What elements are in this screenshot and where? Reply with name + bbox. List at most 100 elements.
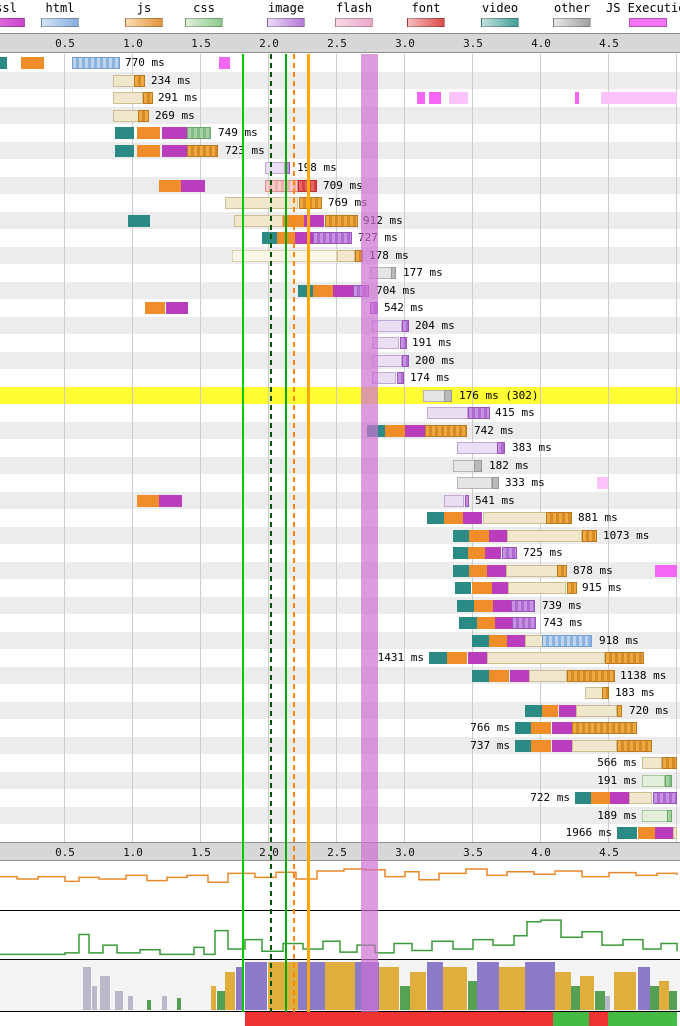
request-duration-label: 1966 ms: [565, 826, 612, 839]
activity-gold-segment: [268, 962, 298, 1010]
request-row[interactable]: 174 ms: [0, 369, 680, 387]
dns-segment: [455, 582, 471, 594]
request-row[interactable]: 737 ms: [0, 736, 680, 754]
legend-label: video: [481, 1, 519, 15]
request-row[interactable]: 1966 ms: [0, 824, 680, 842]
request-row[interactable]: 742 ms: [0, 421, 680, 439]
legend-item-video: video: [474, 1, 526, 27]
js-swatch: [125, 18, 163, 27]
request-row[interactable]: 333 ms: [0, 474, 680, 492]
js-segment: [582, 529, 597, 542]
legend-item-js: js: [120, 1, 168, 27]
request-duration-label: 541 ms: [475, 493, 515, 507]
request-row[interactable]: 722 ms: [0, 789, 680, 807]
jsexec-light-segment: [449, 92, 468, 104]
img-wait-segment: [444, 494, 464, 507]
request-row[interactable]: 881 ms: [0, 509, 680, 527]
js-wait-segment: [487, 652, 605, 664]
request-row[interactable]: 720 ms: [0, 701, 680, 719]
request-row[interactable]: 178 ms: [0, 246, 680, 264]
request-row[interactable]: 704 ms: [0, 281, 680, 299]
dns-segment: [472, 634, 490, 647]
img-segment: [285, 162, 290, 174]
request-row[interactable]: 541 ms: [0, 491, 680, 509]
ssl-segment: [295, 232, 313, 244]
img-wait-segment: [457, 442, 498, 454]
request-row[interactable]: 200 ms: [0, 351, 680, 369]
request-row[interactable]: 749 ms: [0, 124, 680, 142]
axis-tick-label: 1.0: [123, 846, 143, 859]
request-row[interactable]: 709 ms: [0, 176, 680, 194]
connect-segment: [542, 704, 558, 717]
activity-green-segment: [595, 991, 605, 1010]
request-row[interactable]: 383 ms: [0, 439, 680, 457]
request-row[interactable]: 912 ms: [0, 211, 680, 229]
status-red-segment: [589, 1012, 608, 1026]
ssl-segment: [333, 284, 353, 297]
dns-segment: [429, 652, 447, 664]
request-row[interactable]: 191 ms: [0, 771, 680, 789]
ssl-segment: [655, 827, 673, 839]
js-wait-segment: [576, 704, 617, 717]
request-duration-label: 191 ms: [412, 336, 452, 349]
js-segment: [605, 652, 644, 664]
html-segment: [542, 634, 592, 647]
request-row[interactable]: 770 ms: [0, 54, 680, 72]
request-row[interactable]: 918 ms: [0, 631, 680, 649]
request-duration-label: 769 ms: [328, 196, 368, 209]
request-row[interactable]: 878 ms: [0, 561, 680, 579]
request-row[interactable]: 769 ms: [0, 194, 680, 212]
request-row[interactable]: 766 ms: [0, 719, 680, 737]
legend-label: html: [45, 1, 75, 15]
activity-purple-segment: [638, 967, 650, 1010]
request-row[interactable]: 177 ms: [0, 264, 680, 282]
request-duration-label: 183 ms: [615, 686, 655, 699]
request-row[interactable]: 725 ms: [0, 544, 680, 562]
img-wait-segment: [372, 337, 399, 349]
request-row[interactable]: 198 ms: [0, 159, 680, 177]
activity-gold-segment: [410, 972, 426, 1010]
axis-tick-label: 0.5: [55, 37, 75, 50]
js-wait-segment: [337, 249, 355, 262]
img-segment: [402, 319, 409, 332]
js-segment: [617, 739, 652, 752]
connect-segment: [468, 547, 486, 559]
request-row[interactable]: 743 ms: [0, 614, 680, 632]
activity-green-segment: [400, 986, 412, 1010]
request-row[interactable]: 183 ms: [0, 684, 680, 702]
request-row[interactable]: 415 ms: [0, 404, 680, 422]
connect-segment: [159, 179, 181, 192]
js-segment: [425, 424, 467, 437]
request-row[interactable]: 1073 ms: [0, 526, 680, 544]
video-swatch: [481, 18, 519, 27]
connect-segment: [531, 722, 551, 734]
activity-purple-segment: [355, 962, 379, 1010]
activity-purple-segment: [298, 962, 325, 1010]
img-segment: [400, 337, 407, 349]
request-row[interactable]: 1138 ms: [0, 666, 680, 684]
img-segment: [353, 284, 369, 297]
request-row[interactable]: 915 ms: [0, 579, 680, 597]
request-row[interactable]: 176 ms (302): [0, 386, 680, 404]
connect-segment: [489, 634, 507, 647]
request-row[interactable]: 191 ms: [0, 334, 680, 352]
request-row[interactable]: 542 ms: [0, 299, 680, 317]
request-row[interactable]: 723 ms: [0, 141, 680, 159]
request-row[interactable]: 727 ms: [0, 229, 680, 247]
css-swatch: [185, 18, 223, 27]
request-duration-label: 727 ms: [358, 231, 398, 244]
request-row[interactable]: 182 ms: [0, 456, 680, 474]
request-row[interactable]: 234 ms: [0, 71, 680, 89]
axis-tick-label: 3.5: [463, 846, 483, 859]
request-row[interactable]: 739 ms: [0, 596, 680, 614]
js-wait-segment: [629, 792, 652, 804]
request-row[interactable]: 566 ms: [0, 754, 680, 772]
request-row[interactable]: 291 ms: [0, 89, 680, 107]
request-duration-label: 704 ms: [376, 283, 416, 297]
browser-main-thread-strip: [0, 960, 680, 1012]
img-segment: [370, 302, 378, 314]
request-row[interactable]: 1431 ms: [0, 649, 680, 667]
request-row[interactable]: 204 ms: [0, 316, 680, 334]
request-row[interactable]: 269 ms: [0, 106, 680, 124]
request-row[interactable]: 189 ms: [0, 806, 680, 824]
